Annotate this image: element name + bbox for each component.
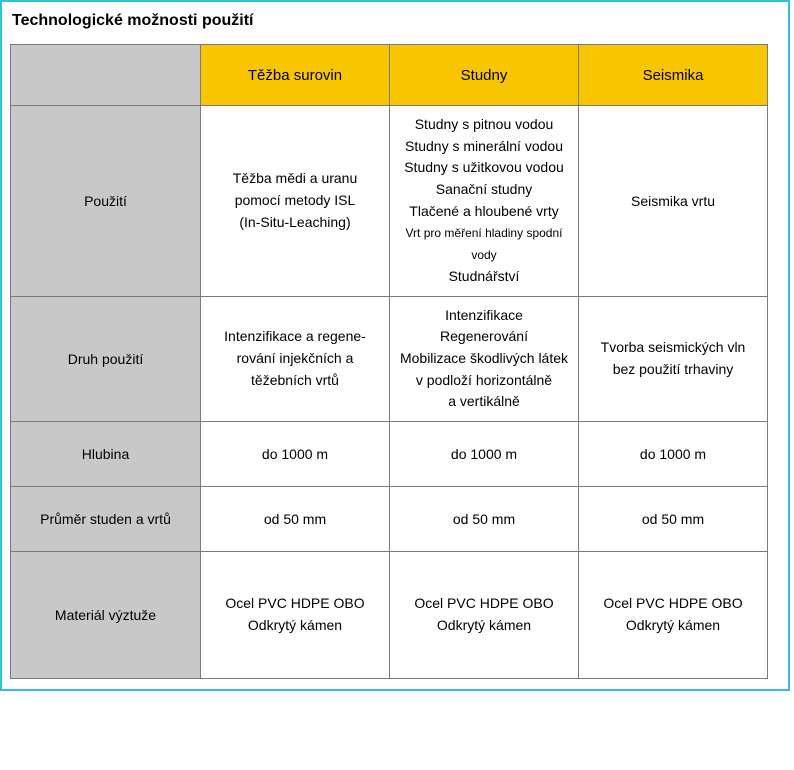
row-head-3: Průměr studen a vrtů bbox=[11, 486, 201, 551]
row-head-0: Použití bbox=[11, 106, 201, 297]
cell-r2c2: do 1000 m bbox=[579, 421, 768, 486]
cell-r2c0: do 1000 m bbox=[201, 421, 390, 486]
cell-text: Mobilizace škodlivých látek bbox=[400, 350, 568, 366]
cell-text: Ocel PVC HDPE OBO bbox=[225, 595, 364, 611]
row-head-1: Druh použití bbox=[11, 296, 201, 421]
cell-r4c2: Ocel PVC HDPE OBO Odkrytý kámen bbox=[579, 551, 768, 678]
table-row: Druh použití Intenzifikace a regene- rov… bbox=[11, 296, 768, 421]
cell-text: Ocel PVC HDPE OBO bbox=[414, 595, 553, 611]
cell-text: Regenerování bbox=[440, 328, 528, 344]
cell-r0c1: Studny s pitnou vodou Studny s minerální… bbox=[390, 106, 579, 297]
table-row: Použití Těžba mědi a uranu pomocí metody… bbox=[11, 106, 768, 297]
cell-text: Seismika vrtu bbox=[631, 193, 715, 209]
row-head-4: Materiál výztuže bbox=[11, 551, 201, 678]
cell-text: Tlačené a hloubené vrty bbox=[409, 203, 558, 219]
cell-text: těžebních vrtů bbox=[251, 372, 339, 388]
cell-r4c1: Ocel PVC HDPE OBO Odkrytý kámen bbox=[390, 551, 579, 678]
cell-text: Tvorba seismických vln bbox=[601, 339, 746, 355]
table-header-row: Těžba surovin Studny Seismika bbox=[11, 45, 768, 106]
cell-text: Ocel PVC HDPE OBO bbox=[603, 595, 742, 611]
col-head-2: Seismika bbox=[579, 45, 768, 106]
cell-text: pomocí metody ISL bbox=[235, 192, 356, 208]
cell-r0c2: Seismika vrtu bbox=[579, 106, 768, 297]
cell-text: Studny s pitnou vodou bbox=[415, 116, 554, 132]
document-frame: Technologické možnosti použití Těžba sur… bbox=[0, 0, 790, 691]
cell-r4c0: Ocel PVC HDPE OBO Odkrytý kámen bbox=[201, 551, 390, 678]
cell-r0c0: Těžba mědi a uranu pomocí metody ISL (In… bbox=[201, 106, 390, 297]
cell-r1c0: Intenzifikace a regene- rování injekčníc… bbox=[201, 296, 390, 421]
cell-r3c2: od 50 mm bbox=[579, 486, 768, 551]
cell-text: (In-Situ-Leaching) bbox=[239, 214, 350, 230]
table-row: Hlubina do 1000 m do 1000 m do 1000 m bbox=[11, 421, 768, 486]
cell-text: bez použití trhaviny bbox=[613, 361, 734, 377]
cell-text: Odkrytý kámen bbox=[626, 617, 720, 633]
cell-r3c1: od 50 mm bbox=[390, 486, 579, 551]
cell-text: Studny s minerální vodou bbox=[405, 138, 563, 154]
cell-text: Vrt pro měření hladiny spodní bbox=[406, 226, 563, 240]
page-title: Technologické možnosti použití bbox=[2, 2, 788, 44]
cell-r1c2: Tvorba seismických vln bez použití trhav… bbox=[579, 296, 768, 421]
cell-text: vody bbox=[471, 248, 496, 262]
cell-text: v podloží horizontálně bbox=[416, 372, 552, 388]
col-head-1: Studny bbox=[390, 45, 579, 106]
cell-r1c1: Intenzifikace Regenerování Mobilizace šk… bbox=[390, 296, 579, 421]
cell-text: Odkrytý kámen bbox=[437, 617, 531, 633]
cell-text: rování injekčních a bbox=[237, 350, 354, 366]
cell-text: Odkrytý kámen bbox=[248, 617, 342, 633]
cell-text: Studny s užitkovou vodou bbox=[404, 159, 564, 175]
cell-r2c1: do 1000 m bbox=[390, 421, 579, 486]
cell-text: Studnářství bbox=[449, 268, 520, 284]
cell-text: Sanační studny bbox=[436, 181, 533, 197]
row-head-2: Hlubina bbox=[11, 421, 201, 486]
cell-text: a vertikálně bbox=[448, 393, 520, 409]
header-corner bbox=[11, 45, 201, 106]
table-row: Průměr studen a vrtů od 50 mm od 50 mm o… bbox=[11, 486, 768, 551]
cell-r3c0: od 50 mm bbox=[201, 486, 390, 551]
cell-text: Intenzifikace a regene- bbox=[224, 328, 366, 344]
cell-text: Intenzifikace bbox=[445, 307, 523, 323]
col-head-0: Těžba surovin bbox=[201, 45, 390, 106]
cell-text: Těžba mědi a uranu bbox=[233, 170, 358, 186]
tech-table: Těžba surovin Studny Seismika Použití Tě… bbox=[10, 44, 768, 679]
table-row: Materiál výztuže Ocel PVC HDPE OBO Odkry… bbox=[11, 551, 768, 678]
